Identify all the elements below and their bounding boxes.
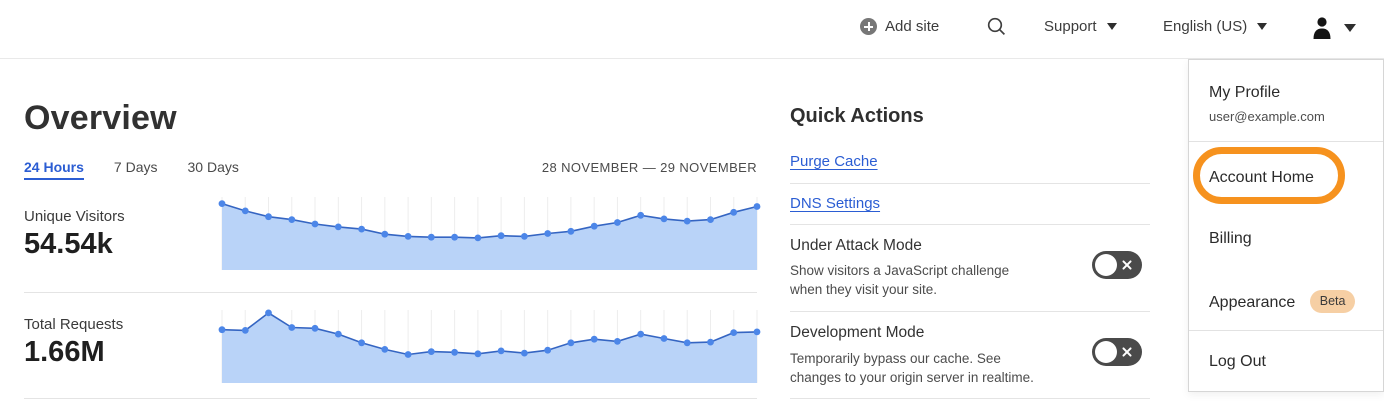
page-title: Overview [24,99,177,137]
divider [790,311,1150,312]
divider [790,398,1150,399]
account-menu-trigger[interactable] [1310,15,1356,41]
divider [790,224,1150,225]
divider [790,183,1150,184]
toggle-knob [1095,341,1117,363]
development-mode-description: Temporarily bypass our cache. See change… [790,349,1034,387]
time-range-tabs: 24 Hours 7 Days 30 Days [24,159,239,180]
account-dropdown-menu: My Profile user@example.com Account Home… [1188,59,1384,392]
total-requests-chart [218,309,761,383]
menu-item-log-out[interactable]: Log Out [1209,353,1266,370]
plus-circle-icon [860,18,877,35]
divider [1189,330,1383,331]
development-mode-label: Development Mode [790,324,925,341]
under-attack-mode-description: Show visitors a JavaScript challenge whe… [790,261,1009,299]
toggle-knob [1095,254,1117,276]
add-site-label: Add site [885,18,940,35]
search-icon [987,17,1006,36]
chevron-down-icon [1257,23,1268,30]
x-icon [1121,259,1133,271]
chevron-down-icon [1106,23,1117,30]
description-line: Show visitors a JavaScript challenge [790,263,1010,278]
dns-settings-link[interactable]: DNS Settings [790,195,881,212]
under-attack-mode-label: Under Attack Mode [790,237,922,254]
support-menu[interactable]: Support [1044,18,1117,35]
my-profile-item[interactable]: My Profile [1209,84,1281,101]
tab-24-hours[interactable]: 24 Hours [24,159,84,180]
quick-actions-title: Quick Actions [790,105,924,127]
profile-email: user@example.com [1209,109,1325,124]
add-site-button[interactable]: Add site [860,18,939,35]
menu-item-appearance[interactable]: Appearance Beta [1209,290,1356,315]
date-range-label: 28 NOVEMBER — 29 NOVEMBER [541,160,757,175]
top-navigation-bar: Add site Support English (US) [0,0,1384,59]
tab-30-days[interactable]: 30 Days [187,159,239,175]
development-mode-toggle[interactable] [1092,338,1142,366]
purge-cache-link[interactable]: Purge Cache [790,153,878,170]
appearance-label: Appearance [1209,294,1296,311]
x-icon [1121,346,1133,358]
unique-visitors-chart [218,197,761,270]
total-requests-label: Total Requests [24,316,124,333]
support-label: Support [1044,18,1097,35]
beta-badge: Beta [1309,290,1356,313]
divider [1189,141,1383,142]
unique-visitors-label: Unique Visitors [24,208,125,225]
unique-visitors-value: 54.54k [24,228,113,260]
tab-7-days[interactable]: 7 Days [113,159,158,175]
description-line: when they visit your site. [790,282,938,297]
menu-item-account-home[interactable]: Account Home [1209,169,1314,186]
description-line: Temporarily bypass our cache. See [790,351,1001,366]
user-icon [1313,17,1331,39]
total-requests-value: 1.66M [24,336,105,368]
divider [24,292,757,293]
divider [24,398,757,399]
description-line: changes to your origin server in realtim… [790,370,1034,385]
search-button[interactable] [986,16,1007,37]
language-menu[interactable]: English (US) [1163,18,1268,35]
under-attack-mode-toggle[interactable] [1092,251,1142,279]
menu-item-billing[interactable]: Billing [1209,230,1252,247]
chevron-down-icon [1344,24,1356,32]
language-label: English (US) [1163,18,1248,35]
